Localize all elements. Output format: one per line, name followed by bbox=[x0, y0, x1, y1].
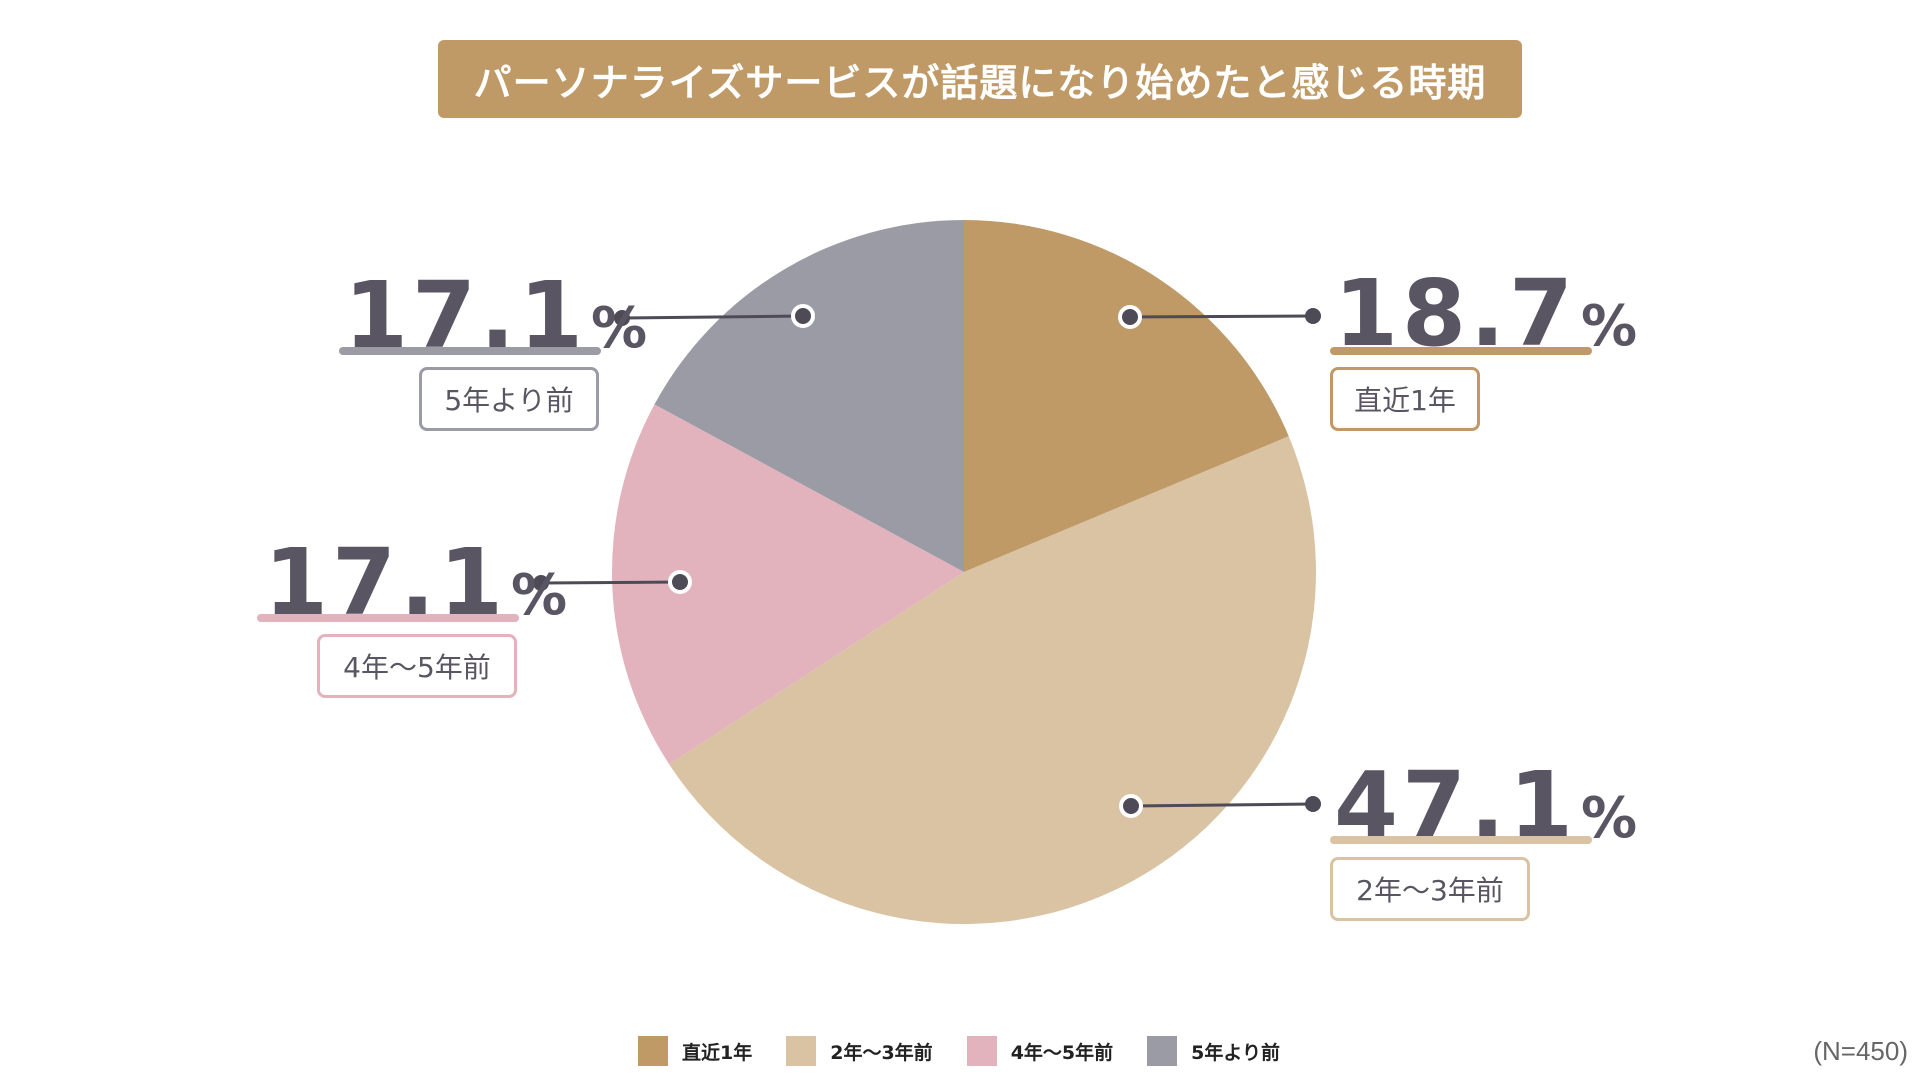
data-label-underline bbox=[1330, 836, 1592, 844]
pie-slice-4-5yr bbox=[611, 404, 964, 765]
legend-item: 2年〜3年前 bbox=[786, 1036, 933, 1066]
leader-anchor-dot bbox=[791, 304, 815, 328]
category-label: 4年〜5年前 bbox=[343, 651, 491, 684]
pie-slice-2-3yr bbox=[669, 436, 1316, 924]
legend-label: 5年より前 bbox=[1191, 1041, 1280, 1064]
legend: 直近1年 2年〜3年前 4年〜5年前 5年より前 bbox=[638, 1036, 1314, 1066]
leader-line bbox=[1129, 314, 1314, 319]
legend-swatch bbox=[1147, 1036, 1178, 1066]
legend-item: 4年〜5年前 bbox=[966, 1036, 1114, 1066]
leader-end-dot bbox=[614, 310, 630, 326]
data-label-unit: % bbox=[1581, 294, 1638, 359]
data-label-4-5yr: 17.1% bbox=[264, 537, 567, 629]
leader-line bbox=[621, 314, 804, 320]
category-box-over-5yr: 5年より前 bbox=[419, 367, 599, 431]
chart-title-box: パーソナライズサービスが話題になり始めたと感じる時期 bbox=[438, 40, 1522, 118]
category-label: 直近1年 bbox=[1354, 384, 1456, 417]
sample-size-note: (N=450) bbox=[1813, 1036, 1908, 1066]
data-label-over-5yr: 17.1% bbox=[344, 270, 647, 362]
category-label: 2年〜3年前 bbox=[1356, 874, 1504, 907]
data-label-underline bbox=[1330, 347, 1592, 355]
category-box-recent-1yr: 直近1年 bbox=[1330, 367, 1480, 431]
leader-end-dot bbox=[1305, 308, 1321, 324]
data-label-underline bbox=[257, 614, 519, 622]
data-label-value: 18.7 bbox=[1334, 260, 1577, 367]
leader-anchor-dot bbox=[1119, 794, 1143, 818]
pie-slice-over-5yr bbox=[654, 220, 964, 572]
pie-slice-recent-1yr bbox=[964, 220, 1289, 572]
leader-line bbox=[540, 580, 681, 585]
legend-label: 2年〜3年前 bbox=[830, 1041, 933, 1064]
chart-title: パーソナライズサービスが話題になり始めたと感じる時期 bbox=[473, 60, 1487, 105]
leader-end-dot bbox=[1305, 796, 1321, 812]
leader-anchor-dot bbox=[668, 570, 692, 594]
data-label-value: 17.1 bbox=[264, 529, 507, 636]
data-label-underline bbox=[339, 347, 601, 355]
category-label: 5年より前 bbox=[444, 384, 574, 417]
legend-item: 直近1年 bbox=[638, 1036, 752, 1066]
legend-swatch bbox=[786, 1036, 817, 1066]
legend-label: 4年〜5年前 bbox=[1010, 1041, 1114, 1064]
legend-swatch bbox=[638, 1036, 668, 1066]
data-label-unit: % bbox=[591, 296, 648, 361]
legend-swatch bbox=[966, 1036, 997, 1066]
legend-item: 5年より前 bbox=[1147, 1036, 1280, 1066]
data-label-value: 17.1 bbox=[344, 262, 587, 369]
data-label-recent-1yr: 18.7% bbox=[1334, 268, 1637, 360]
leader-anchor-dot bbox=[1118, 305, 1142, 329]
category-box-2-3yr: 2年〜3年前 bbox=[1330, 857, 1530, 921]
legend-label: 直近1年 bbox=[682, 1041, 753, 1064]
leader-end-dot bbox=[533, 575, 549, 591]
category-box-4-5yr: 4年〜5年前 bbox=[317, 634, 517, 698]
leader-line bbox=[1130, 802, 1314, 808]
data-label-unit: % bbox=[511, 563, 568, 628]
